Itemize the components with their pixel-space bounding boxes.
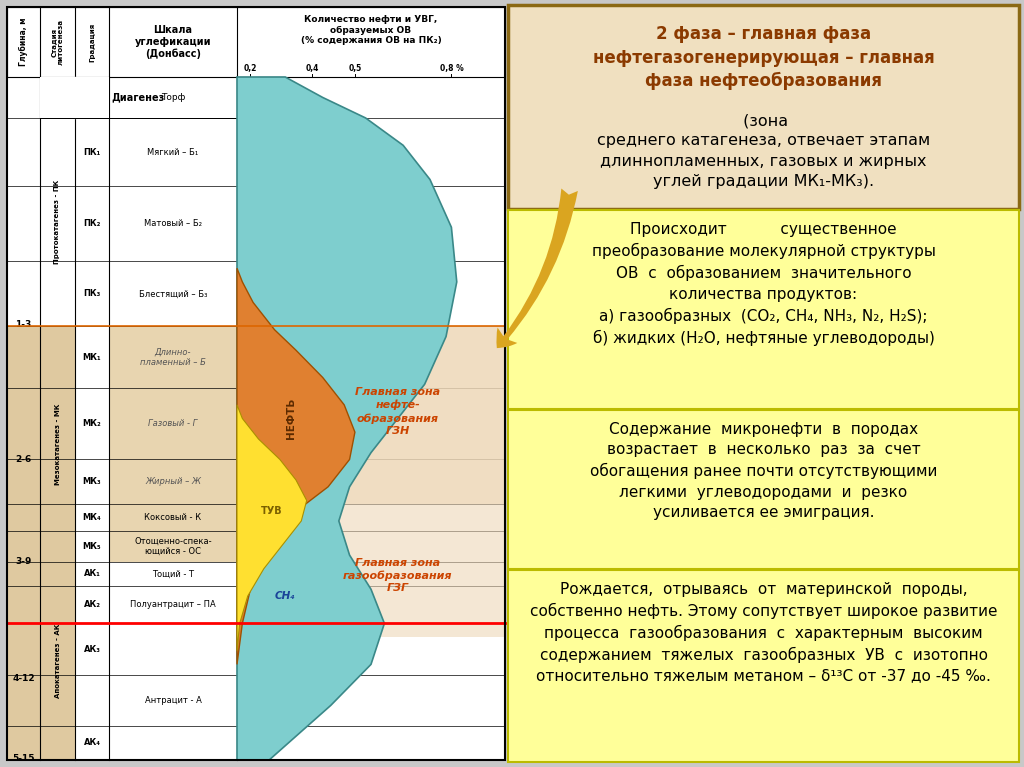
Text: Протокатагенез - ПК: Протокатагенез - ПК [54,180,60,265]
Text: Глубина, м: Глубина, м [19,18,28,66]
Bar [7,7,505,77]
Text: ПК₃: ПК₃ [83,289,100,298]
Text: Тощий - Т: Тощий - Т [152,569,194,578]
FancyBboxPatch shape [508,5,1019,209]
Text: Градация: Градация [89,22,95,61]
Bar [40,562,75,760]
Text: СН₄: СН₄ [274,591,296,601]
Text: 3-9: 3-9 [15,558,32,567]
FancyBboxPatch shape [508,570,1019,762]
Text: Мягкий – Б₁: Мягкий – Б₁ [147,147,199,156]
Text: Антрацит - А: Антрацит - А [144,696,202,705]
Polygon shape [237,405,306,650]
Text: Шкала
углефикации
(Донбасс): Шкала углефикации (Донбасс) [135,25,211,59]
Text: Жирный – Ж: Жирный – Ж [145,477,201,486]
Text: 0,2: 0,2 [244,64,257,74]
Text: Главная зона
нефте-
образования
ГЗН: Главная зона нефте- образования ГЗН [355,387,440,436]
Text: МК₁: МК₁ [83,353,101,361]
Text: 5-15: 5-15 [12,754,35,763]
Text: Газовый - Г: Газовый - Г [148,419,198,428]
Text: МК₃: МК₃ [83,477,101,486]
Text: ДГ: ДГ [86,93,98,102]
Text: 2 фаза – главная фаза
нефтегазогенерирующая – главная
фаза нефтеобразования: 2 фаза – главная фаза нефтегазогенерирую… [593,25,934,91]
Text: 0,8 %: 0,8 % [439,64,463,74]
Bar [109,459,237,504]
Text: Мезокатагенез - МК: Мезокатагенез - МК [54,403,60,485]
Text: АК₄: АК₄ [84,739,100,747]
Bar [40,326,75,562]
Text: Матовый – Б₂: Матовый – Б₂ [144,219,202,229]
Text: Полуантрацит – ПА: Полуантрацит – ПА [130,600,216,609]
Text: МК₄: МК₄ [83,513,101,522]
Polygon shape [237,268,355,664]
Bar [109,326,237,562]
Bar [109,326,237,388]
Text: Длинно-
пламенный – Б: Длинно- пламенный – Б [140,347,206,367]
Bar [7,7,505,760]
Bar [109,388,237,459]
Text: 1-3: 1-3 [15,320,32,329]
Text: Коксовый - К: Коксовый - К [144,513,202,522]
Text: Отощенно-спека-
ющийся - ОС: Отощенно-спека- ющийся - ОС [134,537,212,556]
Text: МК₅: МК₅ [83,542,101,551]
Text: МК₂: МК₂ [83,419,101,428]
Text: 0,4: 0,4 [305,64,318,74]
Text: Торф: Торф [161,93,185,102]
Text: Стадия
литогенеза: Стадия литогенеза [51,19,63,65]
Text: Главная зона
газообразования
ГЗГ: Главная зона газообразования ГЗГ [343,558,453,594]
Text: 2-6: 2-6 [15,455,32,464]
Text: (зона
среднего катагенеза, отвечает этапам
длиннопламенных, газовых и жирных
угл: (зона среднего катагенеза, отвечает этап… [597,113,930,189]
Text: ПК₁: ПК₁ [83,147,100,156]
Text: ТУВ: ТУВ [261,505,283,515]
Text: Рождается,  отрываясь  от  материнской  породы,
собственно нефть. Этому сопутств: Рождается, отрываясь от материнской поро… [529,582,997,683]
Text: Блестящий – Б₃: Блестящий – Б₃ [139,289,207,298]
Bar [304,326,505,504]
Text: АК₁: АК₁ [84,569,100,578]
Polygon shape [237,77,457,760]
Text: ПК₂: ПК₂ [83,219,100,229]
Text: Количество нефти и УВГ,
образуемых ОВ
(% содержания ОВ на ПК₂): Количество нефти и УВГ, образуемых ОВ (%… [301,15,441,45]
Text: Апокатагенез - АК: Апокатагенез - АК [54,624,60,698]
Text: НЕФТЬ: НЕФТЬ [286,398,296,439]
Bar [7,562,40,760]
Text: АК₂: АК₂ [84,600,100,609]
Text: 0,5: 0,5 [348,64,361,74]
Bar [40,118,75,326]
Text: Происходит           существенное
преобразование молекулярной структуры
ОВ  с  о: Происходит существенное преобразование м… [592,222,936,346]
Text: АК₃: АК₃ [84,644,100,653]
Bar [7,7,505,760]
FancyBboxPatch shape [508,410,1019,569]
FancyBboxPatch shape [508,210,1019,409]
Text: 4-12: 4-12 [12,673,35,683]
Text: Содержание  микронефти  в  породах
возрастает  в  несколько  раз  за  счет
обога: Содержание микронефти в породах возраста… [590,422,937,520]
Bar [304,504,505,637]
Bar [40,77,109,118]
Bar [7,326,40,562]
Text: Диагенез: Диагенез [112,93,165,103]
